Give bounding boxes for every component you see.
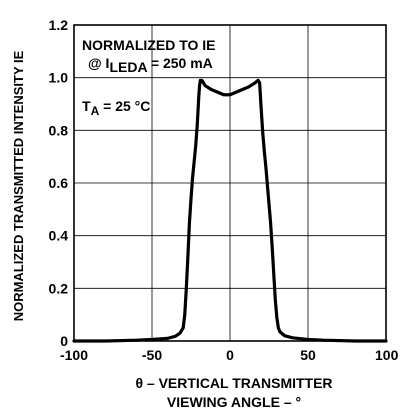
plot-frame	[73, 24, 387, 342]
annotation-current-prefix: @ I	[88, 55, 109, 71]
y-tick-label: 0.8	[49, 122, 69, 138]
x-tick-labels: -100 -50 0 50 100	[60, 347, 399, 363]
x-tick-label: -100	[60, 347, 88, 363]
y-tick-label: 0.4	[49, 228, 69, 244]
y-tick-label: 1.0	[49, 70, 69, 86]
grid	[74, 25, 386, 341]
y-tick-label: 1.2	[49, 17, 69, 33]
annotation-current: @ ILEDA = 250 mA	[88, 55, 213, 75]
y-axis-title: NORMALIZED TRANSMITTED INTENSITY IE	[11, 50, 26, 321]
x-axis-title-line1: θ – VERTICAL TRANSMITTER	[135, 375, 332, 391]
y-tick-label: 0	[60, 333, 68, 349]
annotation-current-suffix: = 250 mA	[147, 55, 213, 71]
x-tick-label: 50	[300, 347, 316, 363]
y-tick-label: 0.2	[49, 280, 69, 296]
annotation-normalized: NORMALIZED TO IE	[82, 37, 216, 53]
annotation-temperature: TA = 25 °C	[82, 98, 150, 118]
data-line-intensity	[72, 78, 388, 343]
y-tick-label: 0.6	[49, 175, 69, 191]
x-tick-label: -50	[142, 347, 162, 363]
y-tick-labels: 0 0.2 0.4 0.6 0.8 1.0 1.2	[49, 17, 69, 349]
annotation-current-sub: LEDA	[109, 59, 147, 75]
x-axis-title-line2: VIEWING ANGLE – °	[167, 394, 301, 410]
annotation-temp-prefix: T	[82, 98, 91, 114]
annotation-temp-sub: A	[91, 104, 100, 118]
annotation-temp-suffix: = 25 °C	[99, 98, 150, 114]
x-tick-label: 100	[375, 347, 399, 363]
x-tick-label: 0	[226, 347, 234, 363]
